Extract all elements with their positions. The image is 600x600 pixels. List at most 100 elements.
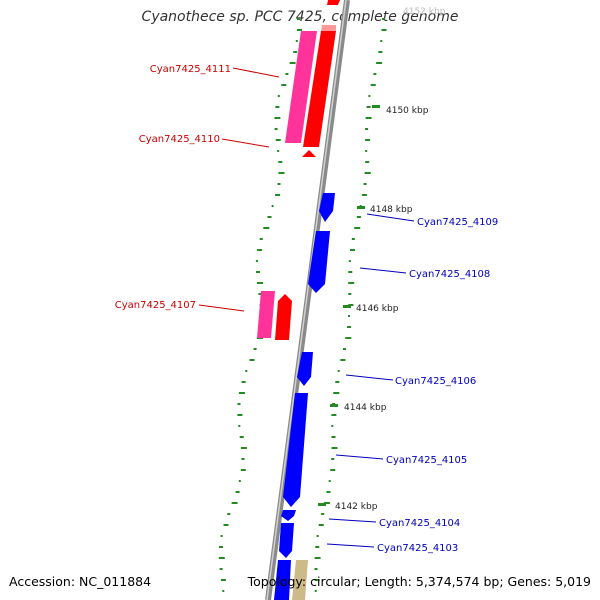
labels-reverse: Cyan7425_4109 Cyan7425_4108 Cyan7425_410… bbox=[377, 217, 498, 554]
gc-dot bbox=[373, 73, 377, 75]
gc-dot bbox=[380, 40, 383, 42]
gc-dot bbox=[249, 359, 255, 361]
gc-dot bbox=[314, 579, 320, 581]
gc-dot bbox=[278, 161, 283, 163]
gc-dots-right bbox=[314, 18, 387, 592]
gc-dot bbox=[315, 546, 320, 548]
gc-dot bbox=[350, 249, 355, 251]
gene-label-cyan7425-4105: Cyan7425_4105 bbox=[386, 455, 467, 466]
gc-dot bbox=[343, 348, 346, 350]
gc-dot bbox=[297, 29, 302, 31]
cds-cyan7425-4109[interactable] bbox=[319, 193, 335, 222]
gc-dot bbox=[365, 150, 368, 152]
gc-dot bbox=[277, 183, 281, 185]
gene-label-cyan7425-4107: Cyan7425_4107 bbox=[115, 300, 196, 311]
gc-dot bbox=[314, 590, 317, 592]
cds-cyan7425-4104[interactable] bbox=[281, 510, 296, 521]
gc-dot bbox=[365, 161, 370, 163]
gc-dot bbox=[314, 568, 318, 570]
gene-label-cyan7425-4109: Cyan7425_4109 bbox=[417, 217, 498, 228]
gene-cyan7425-4111[interactable] bbox=[285, 31, 317, 143]
gene-top-partial bbox=[327, 0, 340, 5]
gc-dot bbox=[351, 238, 355, 240]
tick-mark bbox=[318, 503, 326, 506]
gc-dot bbox=[281, 84, 287, 86]
gc-dot bbox=[245, 370, 248, 372]
labels-forward: Cyan7425_4111 Cyan7425_4110 Cyan7425_410… bbox=[115, 64, 231, 311]
gc-dot bbox=[255, 260, 258, 262]
gc-dot bbox=[220, 579, 226, 581]
tick-mark bbox=[372, 105, 380, 108]
gc-dot bbox=[277, 95, 280, 97]
gene-label-cyan7425-4104: Cyan7425_4104 bbox=[379, 518, 460, 529]
gc-dot bbox=[278, 172, 285, 174]
cds-cyan7425-4103[interactable] bbox=[279, 523, 294, 558]
gc-dot bbox=[348, 282, 355, 284]
gc-dot bbox=[330, 469, 336, 471]
gc-dot bbox=[253, 348, 257, 350]
cds-bottom-partial bbox=[274, 560, 291, 600]
ticks bbox=[318, 105, 380, 506]
gc-dot bbox=[340, 359, 346, 361]
gc-dot bbox=[219, 568, 223, 570]
gc-dot bbox=[331, 414, 337, 416]
cds-cyan7425-4110[interactable] bbox=[302, 150, 316, 157]
gc-dot bbox=[222, 590, 225, 592]
gc-dot bbox=[231, 502, 238, 504]
gc-dot bbox=[347, 326, 351, 328]
gc-dot bbox=[240, 447, 247, 449]
cds-cyan7425-4107[interactable] bbox=[275, 294, 292, 340]
gc-dot bbox=[365, 128, 369, 130]
cds-cyan7425-4106[interactable] bbox=[297, 352, 313, 386]
gc-dot bbox=[241, 381, 246, 383]
gc-dot bbox=[275, 194, 281, 196]
gc-dot bbox=[263, 227, 270, 229]
gc-dot bbox=[274, 128, 278, 130]
cds-cyan7425-4111-top bbox=[321, 25, 336, 31]
gc-dot bbox=[235, 491, 240, 493]
gc-dot bbox=[237, 403, 241, 405]
gc-dot bbox=[378, 51, 383, 53]
gc-dot bbox=[295, 40, 298, 42]
gc-dot bbox=[289, 62, 296, 64]
gc-dot bbox=[238, 480, 241, 482]
gc-dot bbox=[238, 392, 245, 394]
gc-dot bbox=[285, 73, 289, 75]
gc-dot bbox=[237, 414, 243, 416]
gc-dot bbox=[275, 139, 281, 141]
gc-dot bbox=[238, 425, 241, 427]
gc-dot bbox=[240, 469, 246, 471]
gene-label-cyan7425-4110: Cyan7425_4110 bbox=[139, 134, 220, 145]
gc-dot bbox=[267, 216, 272, 218]
gc-dot bbox=[348, 293, 352, 295]
gc-dot bbox=[259, 238, 263, 240]
gc-dot bbox=[366, 106, 371, 108]
gc-dot bbox=[218, 557, 225, 559]
gene-cyan7425-4107[interactable] bbox=[257, 291, 275, 338]
gene-label-cyan7425-4106: Cyan7425_4106 bbox=[395, 376, 476, 387]
genome-backbone bbox=[265, 0, 350, 600]
tick-label: 4144 kbp bbox=[344, 403, 387, 413]
summary-text: Topology: circular; Length: 5,374,574 bp… bbox=[247, 574, 591, 589]
gc-dot bbox=[241, 458, 245, 460]
gc-dot bbox=[258, 293, 262, 295]
gc-dot bbox=[370, 84, 376, 86]
cds-cyan7425-4105[interactable] bbox=[283, 393, 308, 507]
gc-dot bbox=[314, 557, 321, 559]
tick-label: 4148 kbp bbox=[370, 205, 413, 215]
tick-labels: 4150 kbp 4148 kbp 4146 kbp 4144 kbp 4142… bbox=[335, 106, 429, 512]
gc-dot bbox=[321, 513, 325, 515]
cds-cyan7425-4108[interactable] bbox=[308, 231, 330, 293]
gc-dot bbox=[335, 381, 340, 383]
tick-label: 4150 kbp bbox=[386, 106, 429, 116]
gc-dot bbox=[337, 370, 340, 372]
gc-dot bbox=[361, 194, 367, 196]
gc-dot bbox=[326, 491, 331, 493]
gc-dot bbox=[365, 139, 371, 141]
gc-dot bbox=[277, 150, 280, 152]
gc-dot bbox=[333, 392, 340, 394]
gc-dot bbox=[271, 205, 274, 207]
genome-backbone-highlight bbox=[266, 0, 347, 600]
gc-dot bbox=[219, 546, 223, 548]
cds-cyan7425-4111[interactable] bbox=[303, 31, 336, 147]
